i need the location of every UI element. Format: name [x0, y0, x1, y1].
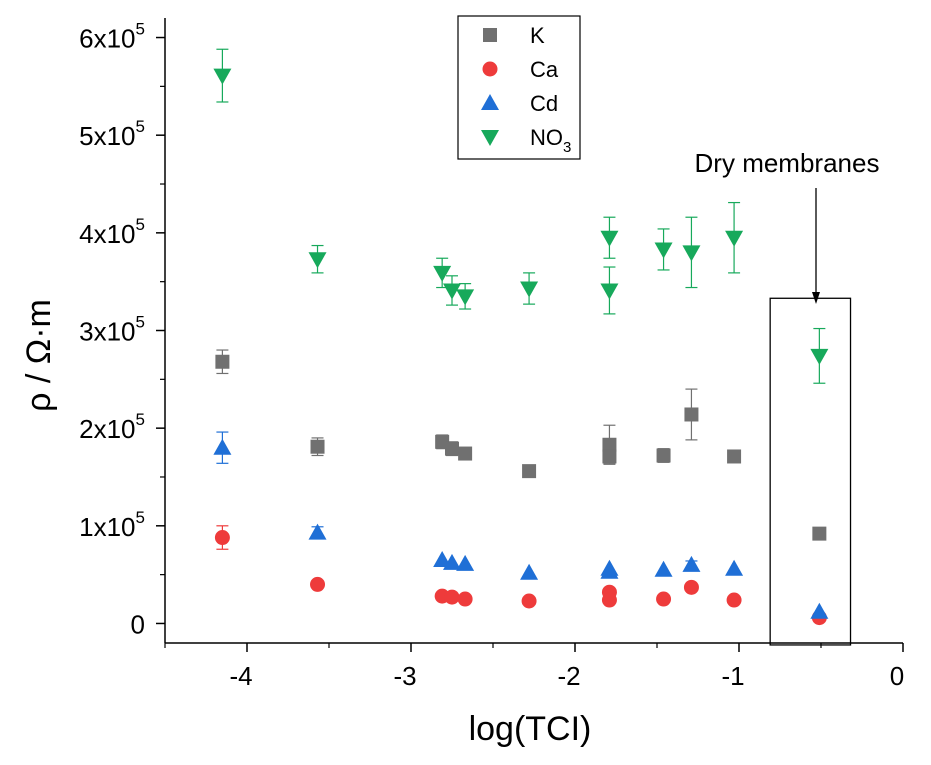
data-point-k [656, 448, 671, 463]
data-point-cd [213, 438, 232, 455]
data-point-no3 [456, 289, 475, 306]
data-point-ca [726, 592, 742, 608]
data-point-cd [725, 559, 744, 576]
series-no3 [213, 48, 829, 384]
y-tick-exponent: 5 [136, 313, 145, 332]
series-k [215, 349, 827, 541]
data-point-no3 [213, 68, 232, 85]
data-point-cd [682, 555, 701, 572]
data-point-no3 [520, 281, 539, 298]
x-axis-title: log(TCI) [469, 710, 592, 748]
legend-label-base: Ca [530, 57, 559, 82]
data-point-k [602, 437, 617, 452]
data-point-cd [308, 523, 327, 540]
legend-label-base: K [530, 23, 545, 48]
series-layer [213, 48, 829, 626]
data-point-ca [444, 589, 460, 605]
data-point-cd [433, 550, 452, 567]
data-point-k [310, 439, 325, 454]
legend-marker-k [483, 28, 497, 42]
data-point-k [458, 446, 473, 461]
data-point-k [215, 354, 230, 369]
data-point-no3 [443, 283, 461, 300]
y-tick-label: 5x105 [79, 117, 145, 151]
data-point-no3 [682, 245, 701, 262]
data-point-ca [214, 530, 230, 546]
legend-label-subscript: 3 [563, 139, 571, 156]
data-point-no3 [600, 283, 619, 300]
data-point-cd [600, 562, 619, 579]
y-axis-title-unit: / Ω·m [20, 299, 58, 392]
y-tick-exponent: 5 [136, 117, 145, 136]
y-axis-title: ρ / Ω·m [20, 299, 58, 412]
y-tick-label: 1x105 [79, 508, 145, 542]
x-tick-label: 0 [890, 661, 904, 691]
x-tick-label: -2 [557, 661, 580, 691]
y-tick-base: 3x10 [79, 317, 135, 347]
data-point-cd [520, 563, 539, 580]
y-tick-exponent: 5 [136, 410, 145, 429]
dry-membranes-arrowhead [812, 292, 820, 304]
series-cd [213, 431, 829, 619]
data-point-ca [521, 593, 537, 609]
data-point-ca [656, 591, 672, 607]
data-point-no3 [600, 230, 619, 247]
y-tick-label: 0 [131, 609, 145, 639]
series-ca [214, 525, 827, 626]
legend-marker-cd [481, 94, 499, 110]
data-point-ca [683, 579, 699, 595]
legend-label-cd: Cd [530, 91, 558, 116]
data-point-k [602, 449, 617, 464]
y-tick-label: 6x105 [79, 20, 145, 54]
data-point-k [445, 441, 459, 456]
data-point-ca [310, 576, 326, 592]
legend-box [457, 15, 581, 160]
legend-marker-ca [482, 61, 498, 77]
y-tick-base: 1x10 [79, 512, 135, 542]
y-tick-label: 4x105 [79, 215, 145, 249]
data-point-no3 [654, 242, 673, 259]
data-point-no3 [433, 265, 452, 282]
y-axis-title-symbol: ρ [20, 393, 58, 412]
legend-label-no3: NO3 [530, 125, 571, 156]
data-point-cd [654, 560, 673, 577]
y-tick-base: 5x10 [79, 121, 135, 151]
data-point-k [812, 526, 827, 541]
data-point-k [727, 449, 742, 464]
legend-label-ca: Ca [530, 57, 559, 82]
y-tick-base: 0 [131, 609, 145, 639]
y-tick-exponent: 5 [136, 20, 145, 39]
data-point-k [522, 464, 537, 479]
x-tick-label: -3 [393, 661, 416, 691]
data-point-ca [457, 591, 473, 607]
legend-label-k: K [530, 23, 545, 48]
legend-label-base: Cd [530, 91, 558, 116]
data-point-cd [456, 554, 475, 571]
dry-membranes-box [769, 297, 852, 646]
dry-membranes-label: Dry membranes [695, 148, 880, 178]
legend-marker-no3 [481, 130, 499, 146]
data-point-k [684, 407, 699, 422]
y-tick-exponent: 5 [136, 215, 145, 234]
x-tick-label: -4 [229, 661, 252, 691]
y-tick-base: 4x10 [79, 219, 135, 249]
data-point-cd [443, 553, 461, 570]
x-axis: -4 -3 -2 -1 0 [164, 643, 904, 691]
legend: K Ca Cd NO3 [457, 15, 581, 160]
data-point-ca [601, 592, 617, 608]
y-tick-label: 2x105 [79, 410, 145, 444]
x-tick-label: -1 [721, 661, 744, 691]
data-point-no3 [810, 348, 829, 365]
data-point-no3 [308, 252, 327, 269]
y-tick-base: 2x10 [79, 414, 135, 444]
y-tick-base: 6x10 [79, 24, 135, 54]
y-tick-exponent: 5 [136, 508, 145, 527]
legend-label-base: NO [530, 125, 563, 150]
annotation-layer: Dry membranes [695, 148, 880, 646]
data-point-cd [810, 602, 829, 619]
data-point-no3 [725, 230, 744, 247]
y-tick-label: 3x105 [79, 313, 145, 347]
